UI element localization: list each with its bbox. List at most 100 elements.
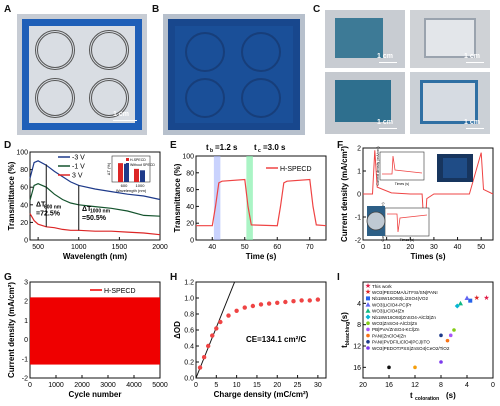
y-tick-label: 60 [20,185,28,192]
marker-circle [439,360,443,364]
data-point [258,302,264,307]
x-tick-label: 50 [241,244,249,251]
pattern-4 [89,78,129,118]
chart-h: 0 5 10 15 20 25 30 0.0 0.2 0.4 0.6 0.8 1.0 1.2 Charge … [173,280,327,399]
panel-label-f: F [337,140,344,151]
panel-label-c: C [313,4,321,15]
panel-label-d: D [4,140,12,151]
y-tick-label: 1 [24,318,28,325]
y-tick-label: 3 [24,280,28,287]
x-tick-label: 1000 [71,244,87,251]
data-point [291,299,296,304]
legend-label: 3 V [72,173,83,180]
pattern-2 [89,30,129,70]
y-tick-label: 20 [20,220,28,227]
x-tick-label: 10 [383,244,391,251]
pattern-3 [35,78,75,118]
x-tick-label: 16 [385,382,393,389]
marker-square [468,298,473,303]
data-point [205,343,211,349]
y-axis-label: Current density (mA/cm²) [7,282,16,378]
series-line-3V [29,213,161,236]
marker-circle [445,338,450,343]
photo-c-4: 1 cm [410,72,490,134]
device-c-2 [424,18,476,58]
x-axis-label-unit: (s) [446,391,456,400]
x-tick-label: 40 [454,244,462,251]
y-tick-label: 80 [20,167,28,174]
legend-label: Nb18W16O93|ZnSO4-AlCl3|Zn [372,315,436,320]
marker-circle [413,365,417,370]
x-tick-label: 500 [32,244,44,251]
y-tick-label: 0 [24,238,28,245]
annotation: =50.5% [82,215,107,222]
y-tick-label: 0.0 [184,376,194,383]
series-line--1V [29,183,161,217]
data-point [214,326,219,331]
y-tick-label: -2 [355,238,361,245]
photo-c-2: 1 cm [410,10,490,68]
scale-label-c-4: 1 cm [464,119,480,126]
marker-circle [448,333,453,338]
inset-legend-swatch [126,158,129,161]
data-point [275,300,280,305]
legend-label: -3 V [72,155,85,162]
scale-bar-c-2 [466,62,484,63]
x-tick-label: 40 [208,244,216,251]
marker-star: ★ [365,282,371,290]
scale-bar-c-3 [379,128,397,129]
x-tick-label: 2000 [74,382,90,389]
time-label-tb-sub: b [210,148,213,154]
x-axis-label: Charge density (mC/cm²) [214,390,309,399]
plot-frame [29,151,161,241]
data-point [201,355,207,360]
inset-xlabel: Times (s) [400,238,414,242]
marker-triangle [365,308,371,313]
y-tick-label: 2 [24,299,28,306]
data-point [234,308,239,313]
marker-circle [366,333,370,338]
current-band [30,297,160,365]
x-tick-label: 1000 [48,382,64,389]
inset-ylabel: Current density (mA/cm²) [376,146,380,185]
x-tick-label: 3000 [100,382,116,389]
marker-circle [366,321,370,325]
marker-triangle [365,302,371,307]
marker-star: ★ [365,288,371,296]
x-tick-label: 5 [214,382,218,389]
marker-triangle [464,295,470,300]
time-label-tb-val: =1.2 s [215,143,238,152]
y-tick-label: 100 [182,154,194,161]
legend-label: PANI|PVDF/LiClO4|PCJ|ITO [372,340,430,345]
y-tick-label: 100 [16,150,28,157]
legend-label: WO3|ZnSO4-AlCl3|Zn [372,321,418,326]
x-tick-label: 15 [253,382,261,389]
plot-frame [362,281,494,379]
data-point [197,365,203,370]
legend-label: PB|PVA/ZnSO4-KCl|Zn [372,327,420,332]
ce-annotation: CE=134.1 cm²/C [246,335,306,344]
scale-label-a: 1 cm [113,111,129,118]
inset-line [382,155,423,175]
y-tick-label: 8 [357,322,361,329]
data-point [250,303,256,309]
device-thumbnail-inner [443,158,467,178]
marker-triangle [458,300,463,306]
y-tick-label: -1 [355,215,361,222]
inset-bar [118,163,123,182]
x-tick-label: 20 [273,382,281,389]
device-c-1 [335,18,383,58]
marker-circle [366,346,370,350]
marker-diamond [454,303,460,309]
x-tick-label: 70 [306,244,314,251]
inset-bar [134,168,139,182]
data-point [283,299,288,305]
marker-circle [366,327,370,332]
y-tick-label: 0.4 [184,344,194,351]
pattern-b-4 [241,78,281,118]
inset-xlabel: Times (s) [395,182,409,186]
y-tick-label: -2 [22,376,28,383]
panel-label-b: B [152,4,160,15]
x-tick-label: 30 [314,382,322,389]
y-tick-label: 0.2 [184,360,194,367]
